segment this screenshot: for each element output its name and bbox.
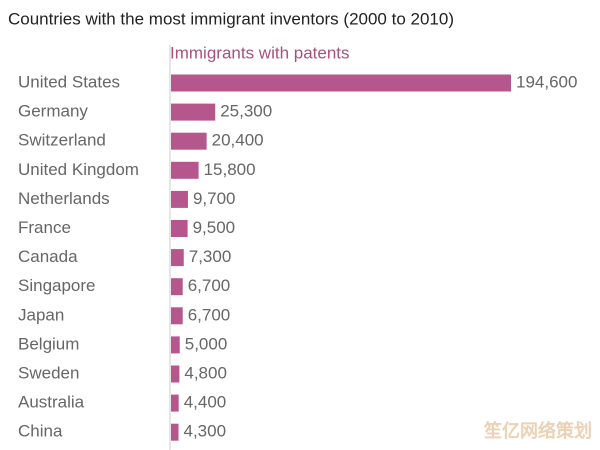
- bar: [171, 132, 207, 150]
- value-label: 9,700: [193, 189, 236, 208]
- bar: [171, 365, 180, 383]
- bar: [171, 278, 183, 296]
- bar: [171, 74, 511, 92]
- category-label: France: [18, 218, 71, 237]
- category-label: Australia: [18, 393, 85, 412]
- value-label: 6,700: [188, 276, 231, 295]
- value-label: 4,400: [184, 393, 227, 412]
- category-label: Japan: [18, 305, 64, 324]
- watermark: 笙亿网络策划: [483, 420, 592, 441]
- category-label: Switzerland: [18, 131, 106, 150]
- bar: [171, 103, 216, 121]
- value-label: 4,800: [184, 363, 227, 382]
- category-label: Sweden: [18, 363, 79, 382]
- value-label: 6,700: [188, 305, 231, 324]
- bar: [171, 190, 188, 208]
- category-label: Singapore: [18, 276, 96, 295]
- category-label: Belgium: [18, 334, 79, 353]
- bar: [171, 220, 188, 237]
- chart-title: Countries with the most immigrant invent…: [8, 9, 454, 28]
- value-label: 25,300: [220, 102, 272, 121]
- category-label: Netherlands: [18, 189, 110, 208]
- value-label: 194,600: [516, 72, 577, 91]
- category-label: Canada: [18, 247, 78, 266]
- value-label: 4,300: [184, 422, 227, 441]
- value-label: 9,500: [193, 218, 236, 237]
- category-label: United Kingdom: [18, 160, 139, 179]
- bar: [171, 307, 183, 325]
- bar: [171, 423, 179, 441]
- bar: [171, 394, 179, 412]
- value-label: 15,800: [204, 160, 256, 179]
- category-label: Germany: [18, 102, 88, 121]
- bar: [171, 336, 180, 354]
- category-label: China: [18, 422, 63, 441]
- series-header: Immigrants with patents: [170, 43, 350, 62]
- bar: [171, 249, 184, 267]
- value-label: 5,000: [185, 334, 228, 353]
- value-label: 7,300: [189, 247, 232, 266]
- category-label: United States: [18, 72, 120, 91]
- bar: [171, 161, 199, 179]
- value-label: 20,400: [212, 131, 264, 150]
